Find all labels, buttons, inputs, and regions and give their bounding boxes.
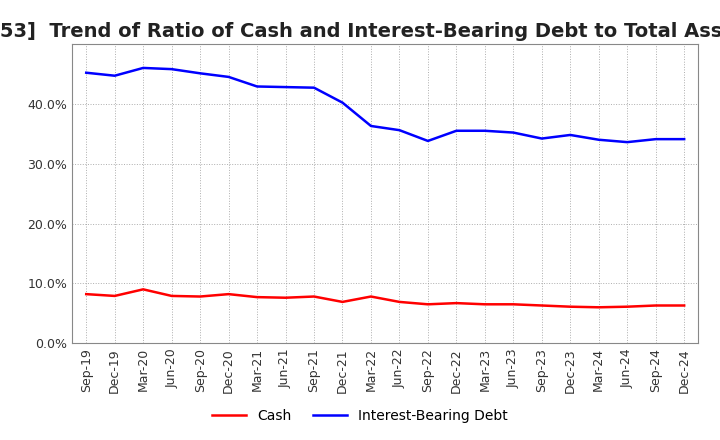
Interest-Bearing Debt: [623, 139, 631, 145]
Interest-Bearing Debt: [338, 100, 347, 105]
Cash: [139, 287, 148, 292]
Cash: [423, 302, 432, 307]
Cash: [366, 294, 375, 299]
Cash: [537, 303, 546, 308]
Cash: [225, 291, 233, 297]
Interest-Bearing Debt: [566, 132, 575, 138]
Interest-Bearing Debt: [310, 85, 318, 90]
Cash: [338, 299, 347, 304]
Interest-Bearing Debt: [82, 70, 91, 75]
Cash: [652, 303, 660, 308]
Cash: [253, 294, 261, 300]
Interest-Bearing Debt: [652, 136, 660, 142]
Interest-Bearing Debt: [537, 136, 546, 141]
Interest-Bearing Debt: [395, 128, 404, 133]
Cash: [595, 304, 603, 310]
Interest-Bearing Debt: [595, 137, 603, 143]
Interest-Bearing Debt: [282, 84, 290, 90]
Cash: [282, 295, 290, 301]
Text: [8053]  Trend of Ratio of Cash and Interest-Bearing Debt to Total Assets: [8053] Trend of Ratio of Cash and Intere…: [0, 22, 720, 41]
Cash: [110, 293, 119, 299]
Interest-Bearing Debt: [423, 138, 432, 143]
Cash: [82, 291, 91, 297]
Interest-Bearing Debt: [110, 73, 119, 78]
Cash: [480, 302, 489, 307]
Legend: Cash, Interest-Bearing Debt: Cash, Interest-Bearing Debt: [206, 403, 514, 429]
Interest-Bearing Debt: [225, 74, 233, 80]
Interest-Bearing Debt: [366, 123, 375, 128]
Cash: [509, 302, 518, 307]
Cash: [167, 293, 176, 299]
Interest-Bearing Debt: [680, 136, 688, 142]
Cash: [196, 294, 204, 299]
Cash: [395, 299, 404, 304]
Line: Interest-Bearing Debt: Interest-Bearing Debt: [86, 68, 684, 142]
Cash: [566, 304, 575, 309]
Cash: [680, 303, 688, 308]
Interest-Bearing Debt: [480, 128, 489, 133]
Cash: [452, 301, 461, 306]
Interest-Bearing Debt: [452, 128, 461, 133]
Interest-Bearing Debt: [509, 130, 518, 135]
Cash: [310, 294, 318, 299]
Interest-Bearing Debt: [139, 65, 148, 70]
Interest-Bearing Debt: [167, 66, 176, 72]
Line: Cash: Cash: [86, 290, 684, 307]
Cash: [623, 304, 631, 309]
Interest-Bearing Debt: [253, 84, 261, 89]
Interest-Bearing Debt: [196, 71, 204, 76]
